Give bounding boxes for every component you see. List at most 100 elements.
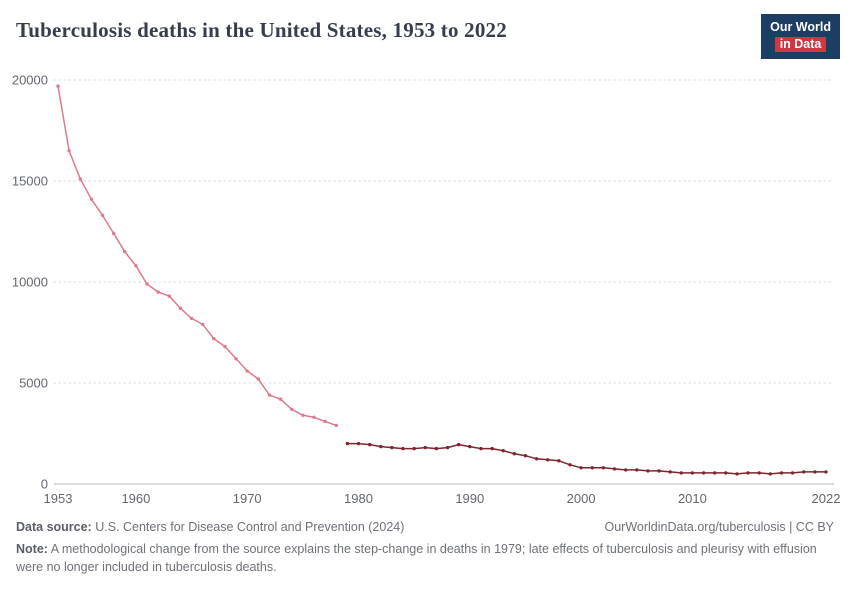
data-point: [679, 471, 683, 475]
data-point: [301, 413, 305, 417]
data-point: [390, 445, 394, 450]
chart-svg[interactable]: 0 5000 10000 15000 20000 1953 1960 1970 1980 1990…: [0, 62, 850, 514]
data-point: [568, 463, 572, 467]
chart-footer: Data source: U.S. Centers for Disease Co…: [0, 514, 850, 576]
data-point: [134, 264, 138, 268]
data-point: [234, 357, 238, 361]
note-text: A methodological change from the source …: [16, 542, 817, 575]
data-point: [790, 471, 795, 475]
data-point: [501, 449, 505, 453]
data-point: [757, 471, 761, 475]
data-point: [423, 445, 427, 450]
data-point: [156, 290, 160, 294]
data-point: [312, 415, 316, 419]
attribution-link[interactable]: OurWorldinData.org/tuberculosis | CC BY: [604, 520, 835, 534]
data-point: [457, 442, 461, 447]
y-tick-label: 0: [41, 477, 48, 492]
data-point: [468, 444, 472, 449]
page-title: Tuberculosis deaths in the United States…: [16, 18, 507, 42]
x-tick-label: 1953: [44, 491, 73, 506]
data-point: [212, 336, 216, 341]
data-point: [100, 213, 105, 217]
data-point: [67, 149, 71, 153]
x-tick-label: 2000: [567, 491, 596, 506]
data-point: [601, 466, 606, 470]
data-point: [523, 454, 528, 458]
data-point: [657, 469, 661, 473]
data-point: [724, 471, 728, 475]
data-point: [768, 472, 772, 476]
series-line: [347, 442, 826, 475]
data-point: [123, 250, 127, 254]
data-point: [89, 197, 94, 201]
data-source-text: U.S. Centers for Disease Control and Pre…: [91, 520, 405, 534]
data-point: [223, 344, 227, 349]
data-point: [713, 471, 717, 475]
data-point: [290, 407, 294, 411]
data-point: [735, 472, 739, 476]
data-point: [690, 471, 695, 475]
data-point: [278, 397, 283, 401]
data-point: [824, 470, 828, 474]
data-point: [112, 231, 116, 236]
data-point: [490, 446, 494, 451]
data-source-label: Data source:: [16, 520, 92, 534]
data-point: [445, 445, 450, 450]
data-point: [256, 377, 260, 381]
data-point: [612, 467, 617, 471]
x-tick-label: 1990: [455, 491, 484, 506]
data-point: [802, 470, 806, 474]
y-tick-label: 20000: [12, 73, 48, 88]
data-point: [668, 470, 672, 474]
data-point: [590, 466, 594, 470]
data-point: [345, 441, 350, 446]
data-point: [412, 446, 416, 451]
data-point: [579, 466, 583, 470]
data-point: [56, 84, 60, 88]
data-point: [813, 470, 817, 474]
data-point: [646, 469, 650, 473]
data-point: [167, 294, 171, 298]
data-point: [267, 393, 272, 397]
data-point: [401, 446, 405, 451]
y-tick-label: 15000: [12, 174, 48, 189]
owid-logo-line2: in Data: [774, 36, 827, 53]
x-tick-label: 1970: [233, 491, 262, 506]
note-label: Note:: [16, 542, 48, 556]
data-point: [434, 446, 439, 451]
data-point: [512, 452, 516, 456]
data-point: [779, 471, 784, 475]
x-tick-label: 1980: [344, 491, 373, 506]
y-tick-label: 5000: [19, 376, 48, 391]
data-point: [557, 459, 561, 463]
line-chart[interactable]: 0 5000 10000 15000 20000 1953 1960 1970 1980 1990…: [0, 62, 850, 514]
x-tick-label: 1960: [121, 491, 150, 506]
data-point: [245, 369, 249, 373]
series-line: [57, 85, 337, 427]
data-point: [624, 468, 628, 472]
chart-header: Tuberculosis deaths in the United States…: [0, 0, 850, 62]
data-point: [546, 458, 550, 462]
data-point: [479, 446, 483, 451]
data-point: [701, 471, 706, 475]
x-tick-label: 2022: [812, 491, 841, 506]
data-point: [334, 423, 338, 428]
data-point: [323, 419, 327, 424]
data-point: [189, 316, 194, 321]
data-point: [635, 468, 639, 472]
data-point: [356, 441, 361, 446]
y-tick-label: 10000: [12, 275, 48, 290]
chart-note: Note: A methodological change from the s…: [16, 540, 834, 576]
data-source: Data source: U.S. Centers for Disease Co…: [16, 520, 404, 534]
data-point: [534, 457, 539, 461]
data-point: [746, 471, 750, 475]
data-point: [368, 442, 372, 447]
data-point: [145, 282, 149, 286]
owid-logo-line1: Our World: [770, 20, 831, 34]
owid-logo[interactable]: Our World in Data: [761, 14, 840, 60]
x-tick-label: 2010: [678, 491, 707, 506]
data-point: [178, 306, 183, 310]
data-point: [78, 177, 83, 181]
data-point: [379, 444, 383, 449]
